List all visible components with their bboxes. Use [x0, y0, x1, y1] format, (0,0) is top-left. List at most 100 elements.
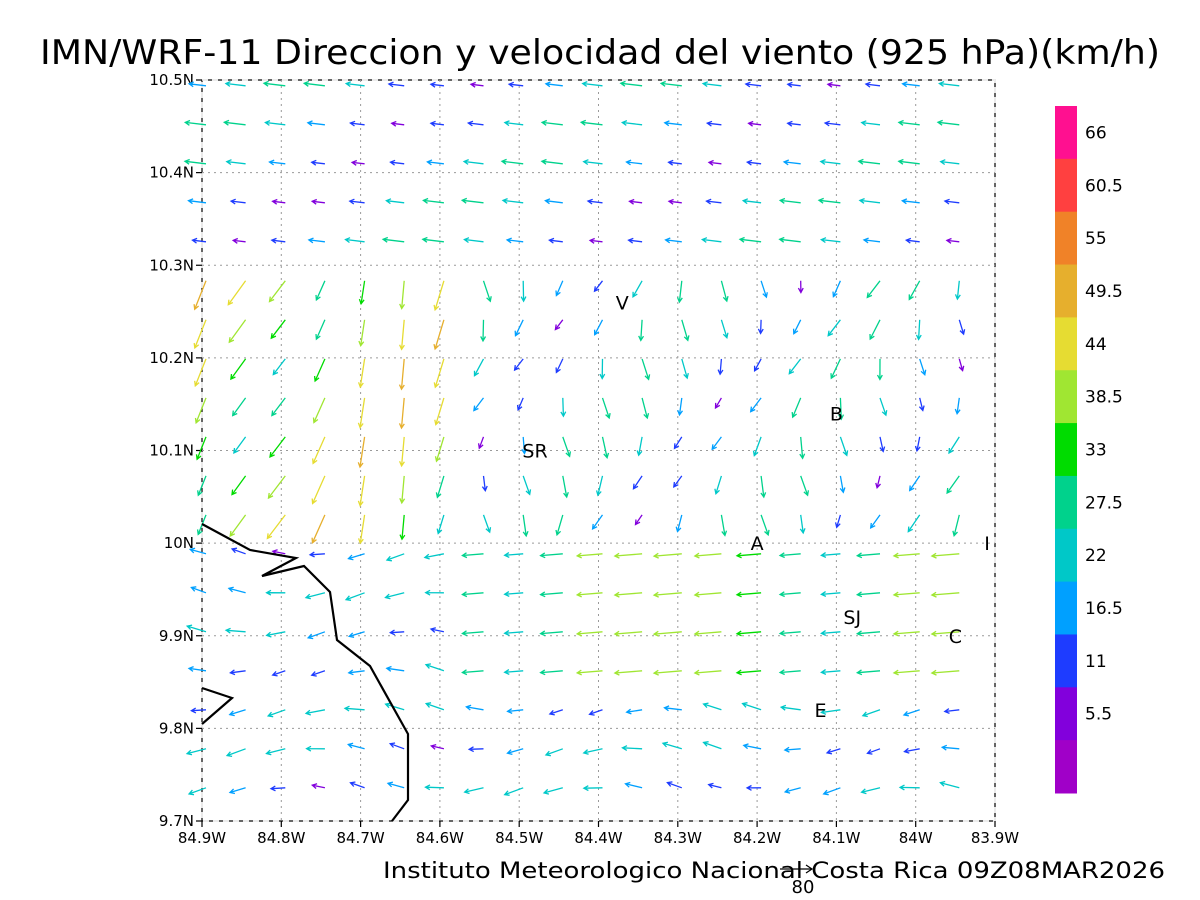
wind-arrow — [839, 475, 846, 494]
wind-arrow — [744, 81, 762, 88]
colorbar-label: 66 — [1085, 123, 1107, 143]
wind-arrow — [347, 669, 365, 676]
wind-arrow — [862, 237, 881, 244]
wind-arrow — [652, 591, 682, 598]
lon-tick-label: 84.7W — [336, 829, 384, 847]
wind-arrow — [575, 630, 603, 637]
wind-arrow — [778, 236, 801, 243]
colorbar-segment — [1055, 370, 1077, 424]
colorbar-segment — [1055, 740, 1077, 794]
wind-arrow — [429, 81, 444, 88]
wind-arrow — [357, 514, 366, 545]
wind-arrow — [349, 781, 365, 789]
station-labels: V SR B A SJ C E I — [522, 292, 989, 722]
wind-arrow — [302, 80, 325, 87]
wind-arrow — [348, 198, 365, 205]
wind-arrow — [588, 237, 603, 244]
wind-arrow — [500, 158, 524, 165]
lat-tick-label: 10.4N — [149, 164, 194, 182]
wind-arrow — [779, 704, 801, 711]
station-label: E — [815, 700, 827, 722]
wind-arrow — [661, 741, 682, 750]
lat-tick-label: 10.1N — [149, 442, 194, 460]
wind-arrow — [735, 591, 762, 598]
wind-arrow — [620, 119, 643, 126]
wind-arrow — [919, 358, 927, 376]
wind-arrow — [194, 358, 207, 388]
wind-arrow — [357, 397, 366, 429]
wind-arrow — [749, 397, 762, 413]
wind-arrow — [681, 358, 689, 380]
wind-arrow — [385, 553, 405, 562]
wind-arrow — [554, 319, 564, 331]
wind-arrow — [388, 629, 405, 636]
wind-arrow — [503, 552, 524, 558]
wind-arrow — [225, 159, 246, 166]
colorbar-segment — [1055, 106, 1077, 160]
footer-credit: Instituto Meteorologico Nacional Costa R… — [383, 859, 1165, 884]
wind-arrow — [903, 747, 920, 754]
wind-arrow — [820, 669, 841, 675]
wind-arrow — [601, 397, 611, 420]
wind-arrow — [539, 630, 563, 637]
wind-arrow — [579, 119, 603, 126]
wind-arrow — [832, 280, 841, 298]
lon-tick-label: 84.2W — [733, 829, 781, 847]
wind-arrow — [701, 81, 722, 88]
wind-arrow — [435, 475, 445, 499]
wind-arrow — [595, 475, 604, 497]
wind-arrow — [424, 784, 444, 791]
wind-arrow — [188, 547, 207, 555]
wind-arrow — [467, 746, 484, 753]
wind-arrow — [434, 436, 445, 463]
wind-arrow — [501, 197, 524, 204]
wind-arrow — [269, 436, 286, 458]
wind-arrow — [786, 81, 801, 88]
wind-arrow — [613, 552, 643, 559]
wind-arrow — [539, 669, 563, 676]
wind-arrow — [469, 81, 484, 88]
wind-arrow — [424, 702, 445, 711]
wind-arrow — [423, 553, 445, 560]
wind-arrow — [460, 197, 484, 204]
lat-tick-label: 9.9N — [159, 627, 194, 645]
wind-arrow — [747, 120, 762, 127]
wind-arrow — [466, 120, 484, 127]
wind-arrow — [311, 475, 326, 505]
wind-arrow — [707, 782, 722, 789]
wind-arrow — [562, 436, 572, 458]
wind-arrow — [638, 319, 645, 342]
lat-tick-label: 9.7N — [159, 812, 194, 830]
wind-arrow — [183, 119, 207, 126]
wind-arrow — [271, 670, 286, 677]
wind-arrow — [930, 552, 960, 559]
colorbar-segment — [1055, 317, 1077, 371]
wind-arrow — [357, 436, 366, 469]
wind-arrow — [897, 119, 920, 126]
colorbar-label: 27.5 — [1085, 493, 1123, 513]
gridlines — [202, 80, 995, 821]
wind-arrow — [752, 436, 762, 457]
station-label: C — [949, 626, 962, 648]
wind-arrow — [741, 198, 762, 205]
wind-arrow — [892, 591, 920, 598]
wind-arrow — [262, 80, 286, 87]
wind-arrow — [820, 630, 841, 636]
wind-arrow — [482, 514, 492, 534]
wind-arrow — [386, 781, 405, 789]
wind-arrow — [540, 158, 563, 165]
wind-arrow — [555, 358, 564, 374]
wind-arrow — [506, 708, 524, 714]
wind-arrow — [399, 319, 405, 351]
wind-arrow — [560, 397, 567, 418]
wind-arrow — [938, 80, 960, 87]
reference-vector-label: 80 — [792, 877, 815, 898]
wind-arrow — [347, 742, 365, 750]
wind-arrow — [230, 547, 246, 555]
wind-arrow — [358, 319, 366, 348]
wind-arrow — [390, 120, 405, 127]
wind-arrow — [819, 158, 841, 165]
wind-arrow — [593, 280, 604, 293]
colorbar-segment — [1055, 158, 1077, 213]
